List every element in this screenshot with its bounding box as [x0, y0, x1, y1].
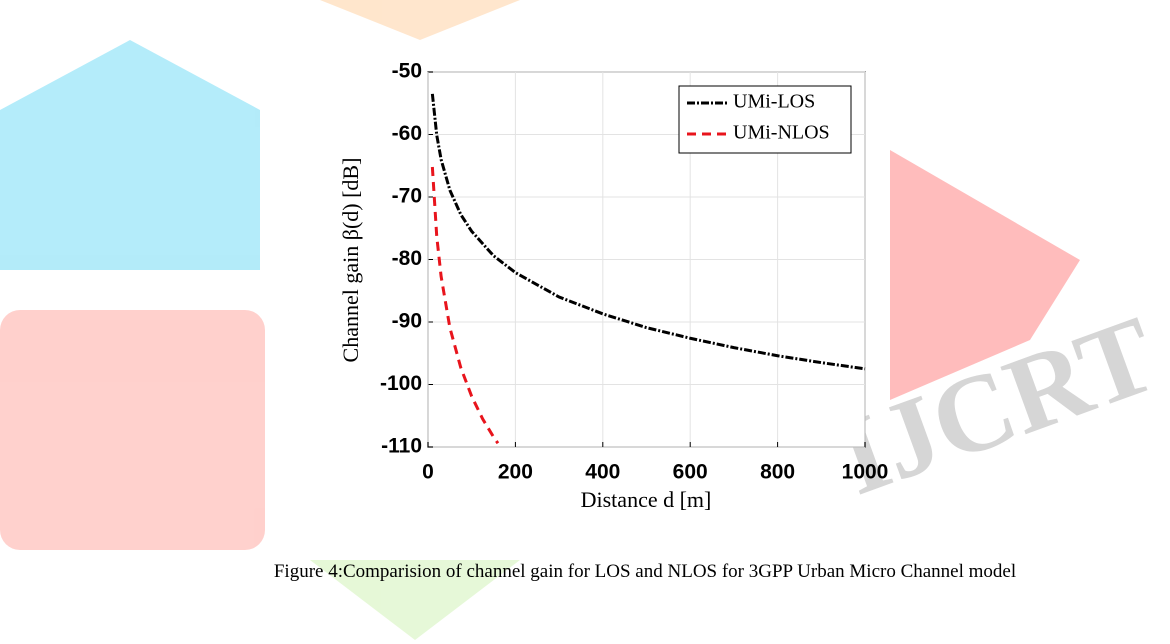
x-tick-label: 400 [585, 461, 620, 484]
legend-box [678, 85, 852, 154]
caption: Figure 4:Comparision of channel gain for… [274, 561, 1016, 582]
legend-label: UMi-NLOS [733, 122, 830, 144]
x-axis-label: Distance d [m] [581, 487, 712, 512]
x-tick-label: 800 [760, 461, 795, 484]
y-tick-label: -90 [392, 310, 422, 333]
x-tick-label: 1000 [842, 461, 889, 484]
x-tick-label: 200 [498, 461, 533, 484]
y-tick-label: -110 [381, 435, 422, 458]
y-axis-label: Channel gain β(d) [dB] [338, 158, 363, 363]
x-tick-label: 600 [673, 461, 708, 484]
watermark-shapes [0, 0, 1080, 640]
x-tick-label: 0 [422, 461, 434, 484]
y-tick-label: -100 [380, 372, 422, 395]
y-tick-label: -80 [392, 247, 422, 270]
series-line [430, 166, 500, 445]
series-line [430, 93, 866, 371]
y-tick-label: -50 [392, 60, 422, 83]
y-tick-label: -70 [392, 185, 422, 208]
legend-label: UMi-LOS [733, 91, 815, 113]
y-tick-label: -60 [392, 122, 422, 145]
